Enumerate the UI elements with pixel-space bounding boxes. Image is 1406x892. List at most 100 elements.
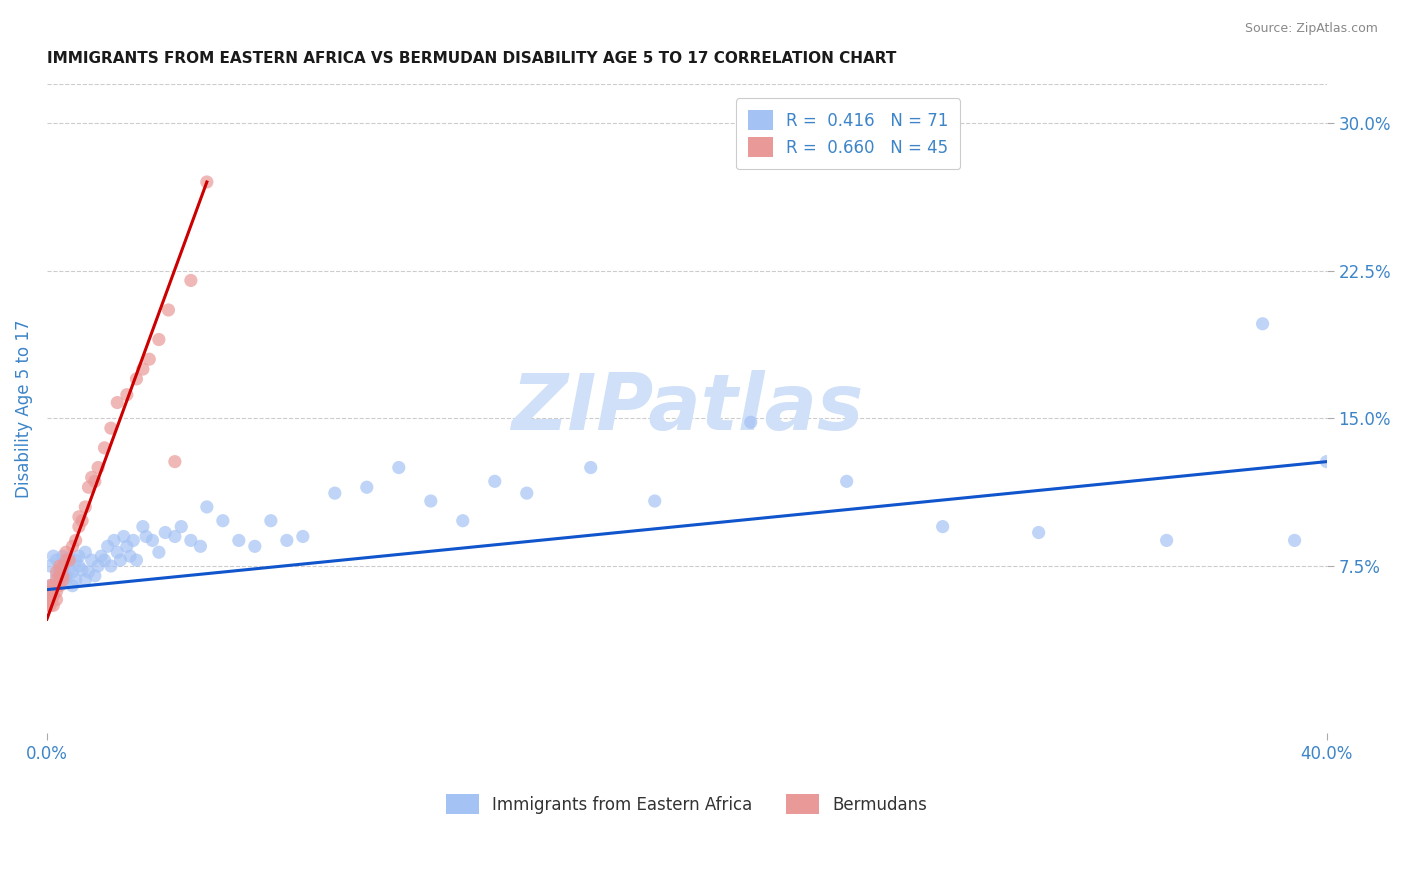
Point bbox=[39, 579, 62, 593]
Point bbox=[1316, 455, 1339, 469]
Point bbox=[110, 553, 132, 567]
Point bbox=[55, 573, 77, 587]
Point bbox=[87, 559, 110, 574]
Point bbox=[419, 494, 441, 508]
Point bbox=[62, 565, 84, 579]
Point bbox=[484, 475, 506, 489]
Point bbox=[132, 362, 155, 376]
Point bbox=[58, 553, 80, 567]
Point bbox=[170, 519, 193, 533]
Point bbox=[163, 455, 186, 469]
Point bbox=[52, 549, 75, 563]
Point bbox=[148, 545, 170, 559]
Text: ZIPatlas: ZIPatlas bbox=[510, 370, 863, 447]
Point bbox=[65, 573, 87, 587]
Point bbox=[97, 539, 120, 553]
Point bbox=[120, 549, 142, 563]
Point bbox=[52, 569, 75, 583]
Point bbox=[356, 480, 378, 494]
Point bbox=[42, 579, 65, 593]
Point bbox=[93, 553, 115, 567]
Point bbox=[644, 494, 666, 508]
Point bbox=[180, 273, 202, 287]
Point bbox=[1028, 525, 1050, 540]
Point bbox=[45, 565, 67, 579]
Point bbox=[52, 573, 75, 587]
Point bbox=[67, 559, 90, 574]
Point bbox=[62, 579, 84, 593]
Point bbox=[75, 545, 97, 559]
Point bbox=[35, 589, 58, 603]
Point bbox=[42, 589, 65, 603]
Point bbox=[65, 533, 87, 548]
Point bbox=[195, 175, 218, 189]
Point bbox=[48, 569, 70, 583]
Point bbox=[48, 579, 70, 593]
Point bbox=[90, 549, 112, 563]
Point bbox=[1284, 533, 1306, 548]
Point bbox=[931, 519, 953, 533]
Point bbox=[45, 573, 67, 587]
Point bbox=[70, 563, 93, 577]
Point bbox=[67, 519, 90, 533]
Point bbox=[125, 372, 148, 386]
Point bbox=[48, 565, 70, 579]
Legend: Immigrants from Eastern Africa, Bermudans: Immigrants from Eastern Africa, Bermudan… bbox=[439, 788, 935, 821]
Point bbox=[228, 533, 250, 548]
Point bbox=[740, 415, 762, 429]
Point bbox=[100, 421, 122, 435]
Point bbox=[52, 559, 75, 574]
Point bbox=[105, 395, 128, 409]
Point bbox=[157, 303, 180, 318]
Point bbox=[65, 553, 87, 567]
Point bbox=[1251, 317, 1274, 331]
Point bbox=[115, 539, 138, 553]
Point bbox=[75, 500, 97, 514]
Point bbox=[138, 352, 160, 367]
Point bbox=[211, 514, 233, 528]
Point bbox=[75, 573, 97, 587]
Point bbox=[80, 553, 103, 567]
Point bbox=[132, 519, 155, 533]
Point bbox=[67, 509, 90, 524]
Point bbox=[148, 333, 170, 347]
Point bbox=[323, 486, 346, 500]
Point bbox=[39, 579, 62, 593]
Point bbox=[190, 539, 212, 553]
Point bbox=[48, 573, 70, 587]
Point bbox=[87, 460, 110, 475]
Point bbox=[115, 387, 138, 401]
Point bbox=[55, 553, 77, 567]
Point bbox=[42, 599, 65, 613]
Point bbox=[112, 529, 135, 543]
Point bbox=[122, 533, 145, 548]
Point bbox=[42, 589, 65, 603]
Point bbox=[45, 592, 67, 607]
Point bbox=[103, 533, 125, 548]
Point bbox=[42, 549, 65, 563]
Point bbox=[55, 569, 77, 583]
Point bbox=[100, 559, 122, 574]
Point bbox=[516, 486, 538, 500]
Point bbox=[1156, 533, 1178, 548]
Point bbox=[55, 545, 77, 559]
Point bbox=[243, 539, 266, 553]
Point bbox=[163, 529, 186, 543]
Point bbox=[195, 500, 218, 514]
Point bbox=[105, 545, 128, 559]
Point bbox=[260, 514, 283, 528]
Point bbox=[77, 480, 100, 494]
Point bbox=[67, 549, 90, 563]
Y-axis label: Disability Age 5 to 17: Disability Age 5 to 17 bbox=[15, 319, 32, 498]
Point bbox=[93, 441, 115, 455]
Point bbox=[45, 553, 67, 567]
Point bbox=[48, 559, 70, 574]
Point bbox=[39, 584, 62, 599]
Point bbox=[83, 475, 105, 489]
Point bbox=[52, 559, 75, 574]
Point bbox=[39, 592, 62, 607]
Point bbox=[155, 525, 177, 540]
Point bbox=[451, 514, 474, 528]
Text: Source: ZipAtlas.com: Source: ZipAtlas.com bbox=[1244, 22, 1378, 36]
Point bbox=[45, 569, 67, 583]
